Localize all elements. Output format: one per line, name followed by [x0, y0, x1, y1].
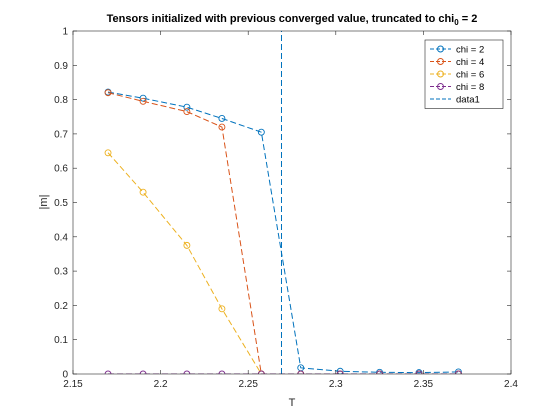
series-chi-8 [104, 370, 462, 374]
y-tick-label: 0.9 [54, 61, 68, 72]
axes-layer: 2.15 2.2 2.25 2.3 2.35 2.4 0 0.1 0.2 0.3 0.4 0.5 0.6… [54, 27, 518, 391]
y-tick-label: 0.1 [54, 335, 68, 346]
y-axis-label: |m| [38, 195, 50, 210]
chart-title-subscript: 0 [454, 18, 459, 27]
y-tick-label: 0.2 [54, 301, 68, 312]
x-tick-label: 2.25 [238, 379, 258, 390]
data-point-chi-8 [183, 370, 191, 374]
data-point-chi-8 [257, 370, 265, 374]
legend-item-chi-4: chi = 4 [430, 57, 484, 68]
data-point-chi-6 [139, 188, 147, 196]
series-line-chi-4 [107, 92, 459, 374]
x-tick-label: 2.15 [63, 379, 83, 390]
y-tick-label: 0.3 [54, 267, 68, 278]
legend-label-chi-6: chi = 6 [456, 70, 484, 81]
chart-title-main: Tensors initialized with previous conver… [107, 13, 455, 25]
series-line-chi-2 [107, 91, 459, 374]
data-point-chi-8 [415, 370, 423, 374]
legend-label-data1: data1 [456, 95, 480, 106]
data-point-chi-6 [104, 149, 112, 157]
legend-item-chi-8: chi = 8 [430, 82, 484, 93]
y-tick-label: 0.5 [54, 198, 68, 209]
data-point-chi-2 [376, 368, 384, 374]
data-point-chi-4 [139, 97, 147, 105]
data-point-chi-8 [297, 370, 305, 374]
data-point-chi-8 [139, 370, 147, 374]
data-point-chi-6 [183, 241, 191, 249]
legend-label-chi-8: chi = 8 [456, 82, 484, 93]
y-tick-label: 1 [62, 27, 68, 38]
y-tick-label: 0.7 [54, 129, 68, 140]
x-axis-label: T [289, 397, 296, 409]
y-tick-label: 0.6 [54, 164, 68, 175]
legend-marker-chi-6 [437, 70, 444, 78]
x-tick-label: 2.3 [329, 379, 343, 390]
data-point-chi-6 [218, 305, 226, 313]
data-point-chi-2 [454, 368, 462, 374]
y-tick-label: 0.4 [54, 232, 68, 243]
data-point-chi-2 [183, 103, 191, 111]
data-point-chi-2 [257, 128, 265, 136]
data-point-chi-8 [376, 370, 384, 374]
series-clip-group [104, 31, 462, 374]
legend-marker-chi-8 [437, 83, 444, 90]
data-point-chi-4 [104, 89, 112, 97]
data-point-chi-2 [218, 115, 226, 122]
data-point-chi-8 [336, 370, 344, 374]
series-chi-2 [104, 88, 462, 374]
data-point-chi-4 [218, 123, 226, 131]
data-point-chi-8 [104, 370, 112, 374]
x-tick-label: 2.4 [504, 379, 518, 390]
data-point-chi-8 [218, 370, 226, 374]
y-tick-label: 0 [62, 370, 68, 381]
legend-marker-chi-4 [437, 58, 444, 65]
legend-label-chi-4: chi = 4 [456, 57, 484, 68]
legend-item-chi-2: chi = 2 [430, 45, 484, 56]
y-tick-label: 0.8 [54, 95, 68, 106]
legend-marker-chi-2 [437, 45, 444, 53]
legend-item-data1: data1 [430, 95, 480, 106]
chart-title-suffix: = 2 [459, 13, 478, 25]
chart-title: Tensors initialized with previous conver… [107, 13, 478, 27]
data-point-chi-8 [454, 370, 462, 374]
data-point-chi-4 [183, 108, 191, 116]
x-tick-label: 2.35 [414, 379, 434, 390]
data-point-chi-2 [336, 367, 344, 374]
legend-item-chi-6: chi = 6 [430, 70, 484, 81]
x-tick-label: 2.2 [154, 379, 168, 390]
series-layer [104, 31, 462, 374]
legend-label-chi-2: chi = 2 [456, 45, 484, 56]
